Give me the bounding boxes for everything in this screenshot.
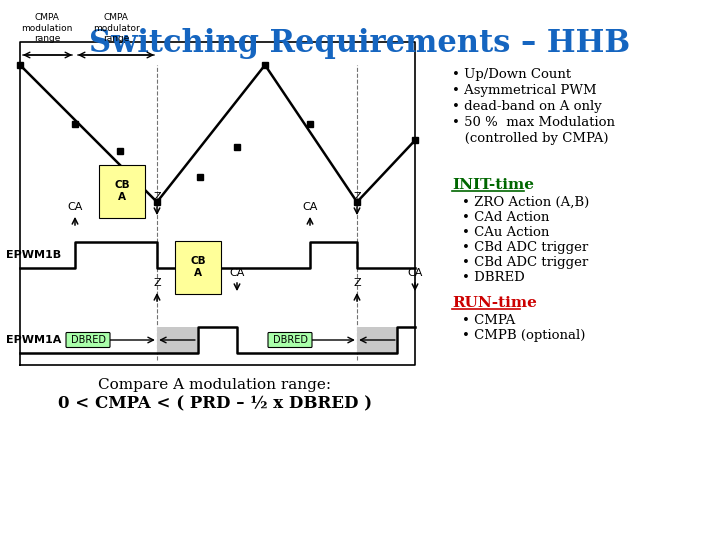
Text: DBRED: DBRED	[71, 335, 106, 345]
Bar	[357, 327, 397, 353]
Text: • CBd ADC trigger: • CBd ADC trigger	[462, 241, 588, 254]
Text: • CAd Action: • CAd Action	[462, 211, 549, 224]
Text: CA: CA	[302, 202, 318, 212]
Text: • CMPB (optional): • CMPB (optional)	[462, 329, 585, 342]
Text: CA: CA	[229, 268, 245, 278]
Text: RUN-time: RUN-time	[452, 296, 537, 310]
Text: CA: CA	[67, 202, 83, 212]
Text: (controlled by CMPA): (controlled by CMPA)	[452, 132, 608, 145]
Text: CMPA
modulation
range: CMPA modulation range	[22, 13, 73, 43]
Text: EPWM1A: EPWM1A	[6, 335, 61, 345]
Text: CMPA
modulator
range: CMPA modulator range	[93, 13, 140, 43]
Text: DBRED: DBRED	[272, 335, 307, 345]
Text: • CAu Action: • CAu Action	[462, 226, 549, 239]
Text: • CBd ADC trigger: • CBd ADC trigger	[462, 256, 588, 269]
Text: • CMPA: • CMPA	[462, 314, 516, 327]
FancyBboxPatch shape	[66, 333, 110, 348]
Bar	[157, 327, 197, 353]
Text: Z: Z	[153, 192, 161, 202]
Text: CB
A: CB A	[114, 180, 130, 202]
Text: Z: Z	[153, 278, 161, 288]
Text: Compare A modulation range:: Compare A modulation range:	[99, 378, 332, 392]
Text: 0 < CMPA < ( PRD – ½ x DBRED ): 0 < CMPA < ( PRD – ½ x DBRED )	[58, 395, 372, 412]
Text: • Up/Down Count: • Up/Down Count	[452, 68, 571, 81]
Text: Z: Z	[354, 278, 361, 288]
Text: CA: CA	[408, 268, 423, 278]
Text: INIT-time: INIT-time	[452, 178, 534, 192]
Text: CB
A: CB A	[190, 256, 206, 278]
Text: • 50 %  max Modulation: • 50 % max Modulation	[452, 116, 615, 129]
Text: Switching Requirements – HHB: Switching Requirements – HHB	[89, 28, 631, 59]
Text: • DBRED: • DBRED	[462, 271, 525, 284]
Text: • dead-band on A only: • dead-band on A only	[452, 100, 602, 113]
FancyBboxPatch shape	[268, 333, 312, 348]
Text: EPWM1B: EPWM1B	[6, 250, 61, 260]
Text: Z: Z	[354, 192, 361, 202]
Text: • Asymmetrical PWM: • Asymmetrical PWM	[452, 84, 597, 97]
Text: • ZRO Action (A,B): • ZRO Action (A,B)	[462, 196, 589, 209]
